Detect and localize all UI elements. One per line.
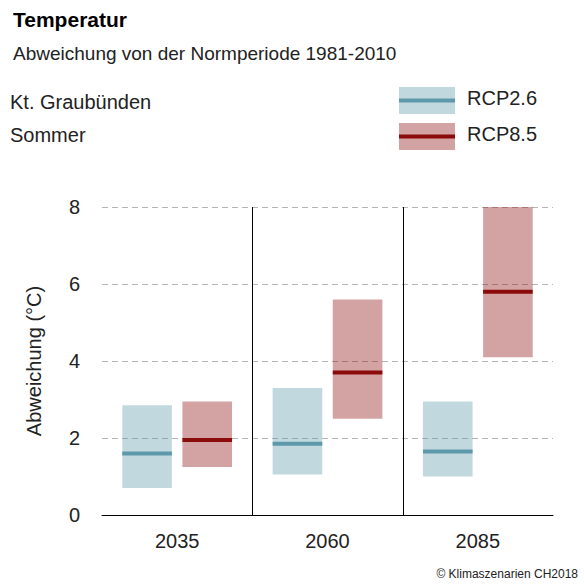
- svg-text:Abweichung (°C): Abweichung (°C): [23, 286, 45, 436]
- svg-text:6: 6: [69, 273, 80, 295]
- svg-text:Abweichung von der Normperiode: Abweichung von der Normperiode 1981-2010: [13, 43, 396, 64]
- svg-text:Kt. Graubünden: Kt. Graubünden: [10, 91, 151, 113]
- svg-text:2085: 2085: [456, 530, 501, 552]
- svg-text:4: 4: [69, 350, 80, 372]
- svg-text:RCP2.6: RCP2.6: [467, 87, 537, 109]
- svg-text:2060: 2060: [305, 530, 350, 552]
- svg-text:0: 0: [69, 504, 80, 526]
- svg-text:© Klimaszenarien CH2018: © Klimaszenarien CH2018: [436, 567, 578, 581]
- svg-text:Temperatur: Temperatur: [13, 8, 127, 31]
- svg-text:2035: 2035: [155, 530, 200, 552]
- svg-text:RCP8.5: RCP8.5: [467, 123, 537, 145]
- svg-text:2: 2: [69, 427, 80, 449]
- svg-text:8: 8: [69, 196, 80, 218]
- svg-text:Sommer: Sommer: [10, 124, 86, 146]
